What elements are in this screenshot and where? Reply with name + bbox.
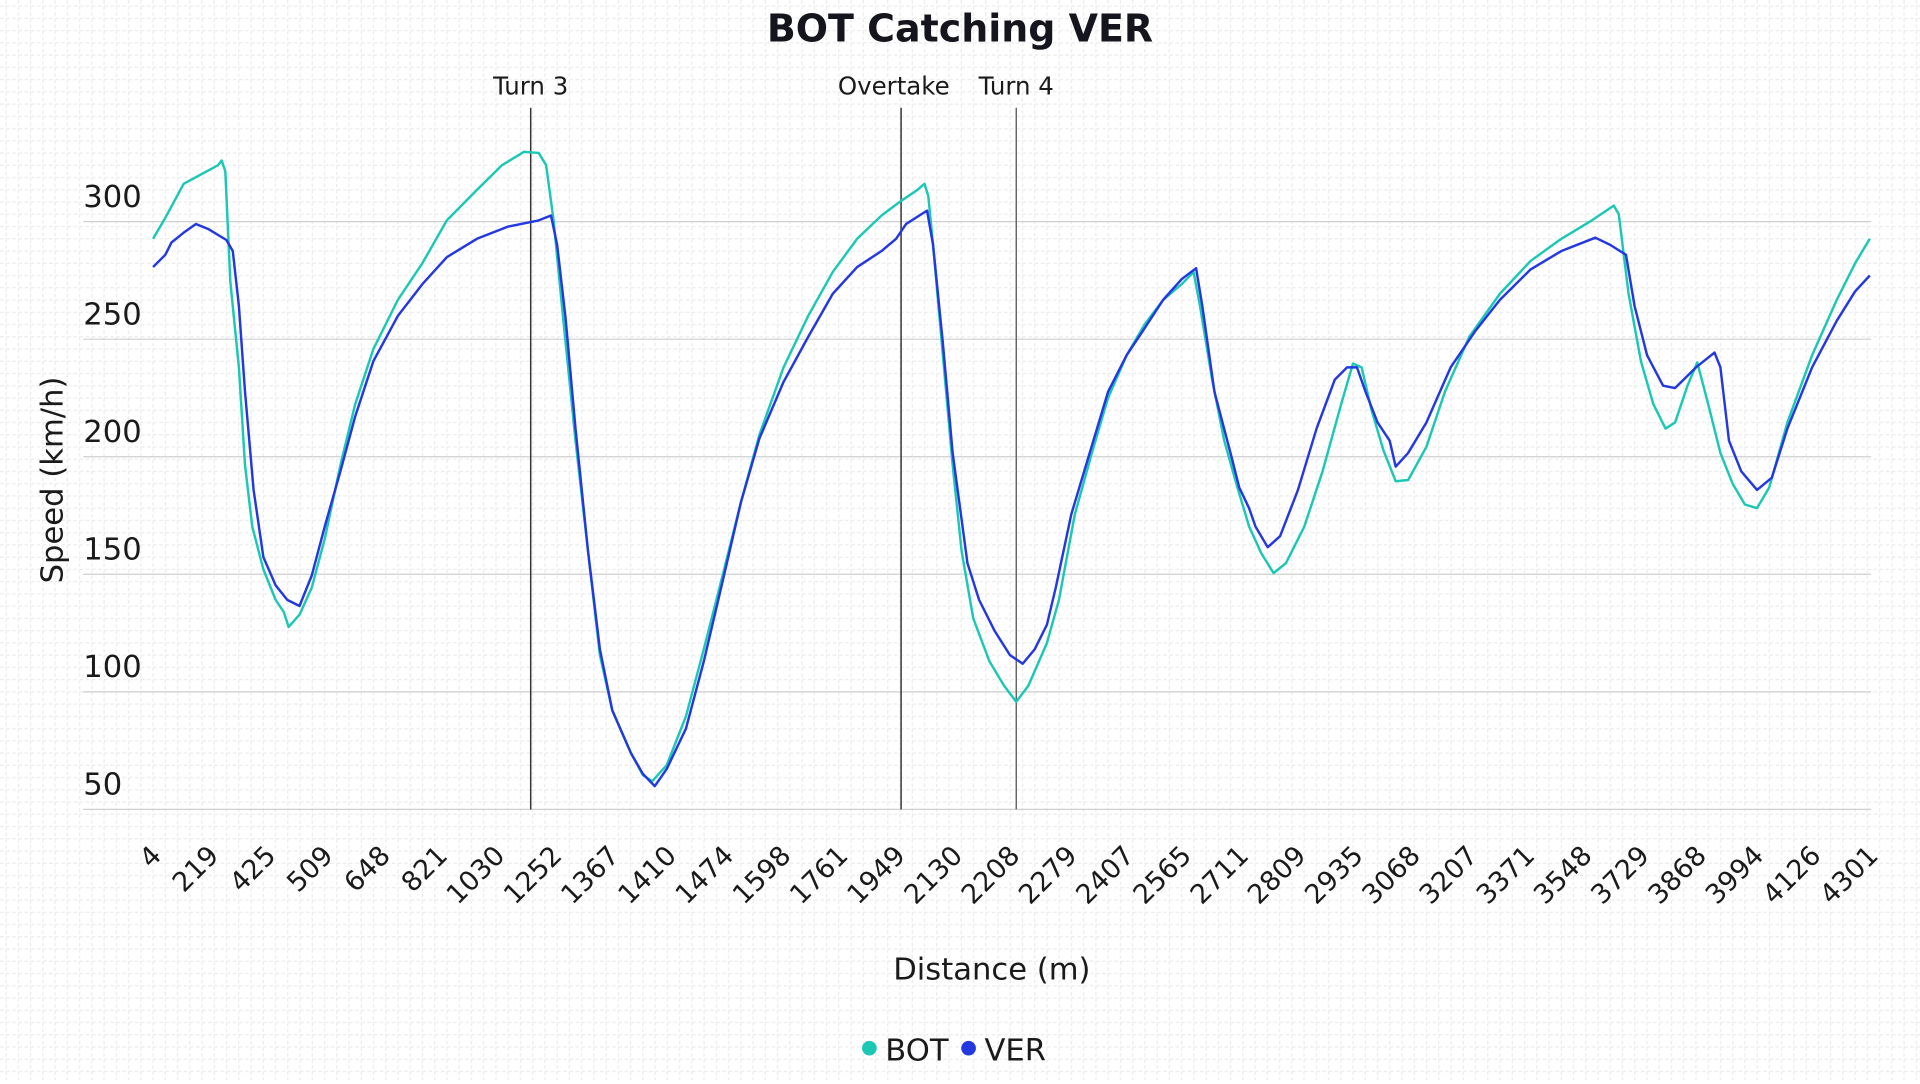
- legend-dot-ver: [961, 1040, 976, 1056]
- y-tick-label: 150: [83, 533, 141, 568]
- y-tick-label: 250: [83, 297, 141, 332]
- marker-label: Turn 3: [492, 71, 568, 100]
- legend-item-bot[interactable]: BOT: [862, 1033, 949, 1068]
- y-tick-label: 100: [83, 650, 141, 685]
- y-tick-label: 300: [83, 180, 141, 215]
- legend-label-ver: VER: [984, 1033, 1046, 1068]
- legend-item-ver[interactable]: VER: [961, 1033, 1046, 1068]
- y-tick-label: 200: [83, 415, 141, 450]
- legend: BOT VER: [862, 1033, 1046, 1068]
- y-tick-label: 50: [83, 768, 122, 803]
- legend-label-bot: BOT: [885, 1033, 949, 1068]
- marker-label: Overtake: [838, 71, 950, 100]
- x-axis-title: Distance (m): [893, 953, 1090, 988]
- series-line-ver: [152, 209, 1871, 788]
- marker-label: Turn 4: [978, 71, 1054, 100]
- chart-title: BOT Catching VER: [767, 7, 1153, 51]
- y-gridlines: [83, 221, 1872, 810]
- y-tick-labels: 50 100 150 200 250 300: [83, 180, 141, 803]
- y-axis-title: Speed (km/h): [35, 377, 70, 584]
- legend-dot-bot: [862, 1040, 877, 1056]
- series-lines: [152, 150, 1871, 788]
- series-line-bot: [152, 150, 1871, 783]
- event-markers: Turn 3 Overtake Turn 4: [492, 71, 1054, 810]
